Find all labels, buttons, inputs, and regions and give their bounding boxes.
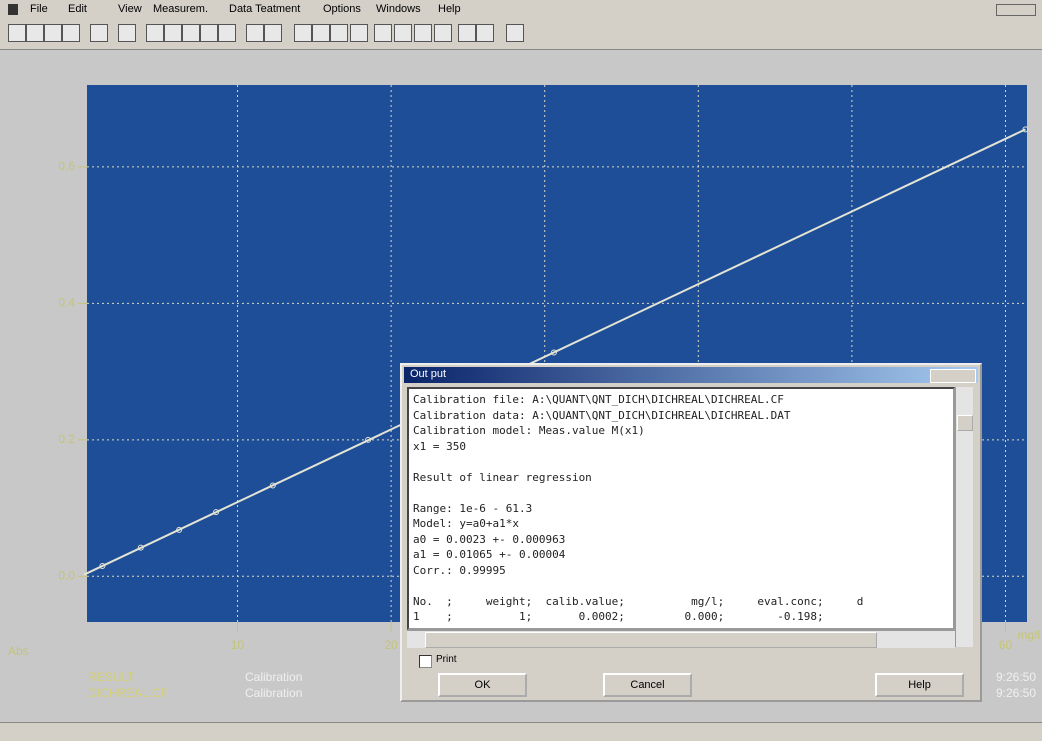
print-checkbox[interactable] <box>419 655 432 668</box>
status-bar <box>0 722 1042 741</box>
output-line: 1 ; 1; 0.0002; 0.000; -0.198; <box>413 610 824 623</box>
toolbar-button[interactable] <box>164 24 182 42</box>
toolbar-button[interactable] <box>8 24 26 42</box>
scroll-thumb[interactable] <box>957 415 973 431</box>
output-line: Corr.: 0.99995 <box>413 563 506 577</box>
window-controls[interactable] <box>996 4 1036 16</box>
result-time: 9:26:50 <box>996 686 1036 700</box>
output-line: No. ; weight; calib.value; mg/l; eval.co… <box>413 594 864 608</box>
output-line: a1 = 0.01065 +- 0.00004 <box>413 548 566 561</box>
toolbar-button[interactable] <box>246 24 264 42</box>
scroll-thumb[interactable] <box>425 632 877 648</box>
menu-item[interactable]: Windows <box>376 3 421 15</box>
fit-line <box>83 128 1026 576</box>
menu-item[interactable]: View <box>118 3 142 15</box>
vertical-scrollbar[interactable] <box>955 387 973 647</box>
menu-item[interactable]: Options <box>323 3 361 15</box>
menu-item[interactable]: Help <box>438 3 461 15</box>
output-line: Result of linear regression <box>413 470 592 484</box>
result-kind: Calibration <box>245 686 302 700</box>
data-point <box>365 436 372 443</box>
data-point <box>137 544 144 551</box>
x-tick-label: 20 <box>384 638 398 652</box>
dialog-button[interactable]: OK <box>438 673 527 697</box>
output-dialog: Out put Calibration file: A:\QUANT\QNT_D… <box>400 363 982 702</box>
toolbar-button[interactable] <box>458 24 476 42</box>
toolbar <box>0 19 1042 50</box>
x-tick-label: 60 <box>999 638 1013 652</box>
dialog-button[interactable]: Help <box>875 673 964 697</box>
y-tick-label: 0.4 <box>58 296 75 310</box>
toolbar-button[interactable] <box>200 24 218 42</box>
data-point <box>550 349 557 356</box>
menu-item[interactable]: Measurem. <box>153 3 209 15</box>
toolbar-button[interactable] <box>146 24 164 42</box>
dialog-button[interactable]: Cancel <box>603 673 692 697</box>
toolbar-button[interactable] <box>62 24 80 42</box>
toolbar-button[interactable] <box>476 24 494 42</box>
output-line: Calibration file: A:\QUANT\QNT_DICH\DICH… <box>413 393 784 406</box>
result-time: 9:26:50 <box>996 670 1036 684</box>
toolbar-button[interactable] <box>182 24 200 42</box>
horizontal-scrollbar[interactable] <box>407 630 955 648</box>
dialog-controls[interactable] <box>930 369 976 383</box>
toolbar-button[interactable] <box>350 24 368 42</box>
dialog-title-bar: Out put <box>404 367 978 383</box>
dialog-title: Out put <box>410 368 447 380</box>
toolbar-button[interactable] <box>374 24 392 42</box>
toolbar-button[interactable] <box>264 24 282 42</box>
data-point <box>176 526 183 533</box>
y-axis-label: Abs <box>8 644 29 658</box>
toolbar-button[interactable] <box>506 24 524 42</box>
data-point <box>269 482 276 489</box>
toolbar-button[interactable] <box>118 24 136 42</box>
menu-item[interactable]: File <box>30 3 48 15</box>
data-point <box>213 509 220 516</box>
app-icon <box>8 4 18 15</box>
output-line: Calibration model: Meas.value M(x1) <box>413 424 645 437</box>
output-line: Calibration data: A:\QUANT\QNT_DICH\DICH… <box>413 408 791 422</box>
toolbar-button[interactable] <box>26 24 44 42</box>
x-axis-label: mg/l <box>1017 628 1040 642</box>
output-line: Range: 1e-6 - 61.3 <box>413 501 533 515</box>
y-tick-label: 0.2 <box>58 432 75 446</box>
toolbar-button[interactable] <box>294 24 312 42</box>
menu-item[interactable]: Edit <box>68 3 87 15</box>
output-line: Model: y=a0+a1*x <box>413 517 519 530</box>
toolbar-button[interactable] <box>312 24 330 42</box>
result-kind: Calibration <box>245 670 302 684</box>
toolbar-button[interactable] <box>90 24 108 42</box>
result-name: DICHREAL.CF <box>88 686 168 700</box>
menu-bar: File Edit View Measurem. Data Teatment Option… <box>0 0 1042 19</box>
output-line: x1 = 350 <box>413 439 466 453</box>
data-point <box>99 563 106 570</box>
x-tick-label: 10 <box>231 638 245 652</box>
toolbar-button[interactable] <box>330 24 348 42</box>
toolbar-button[interactable] <box>414 24 432 42</box>
y-tick-label: 0.6 <box>58 159 75 173</box>
y-tick-label: 0.0 <box>58 568 75 582</box>
print-label: Print <box>436 654 457 665</box>
data-point <box>1022 126 1029 133</box>
output-line: a0 = 0.0023 +- 0.000963 <box>413 532 566 546</box>
toolbar-button[interactable] <box>218 24 236 42</box>
toolbar-button[interactable] <box>44 24 62 42</box>
result-name: RESULT <box>88 670 135 684</box>
toolbar-button[interactable] <box>434 24 452 42</box>
menu-item[interactable]: Data Teatment <box>229 3 301 15</box>
output-text: Calibration file: A:\QUANT\QNT_DICH\DICH… <box>407 387 955 630</box>
toolbar-button[interactable] <box>394 24 412 42</box>
